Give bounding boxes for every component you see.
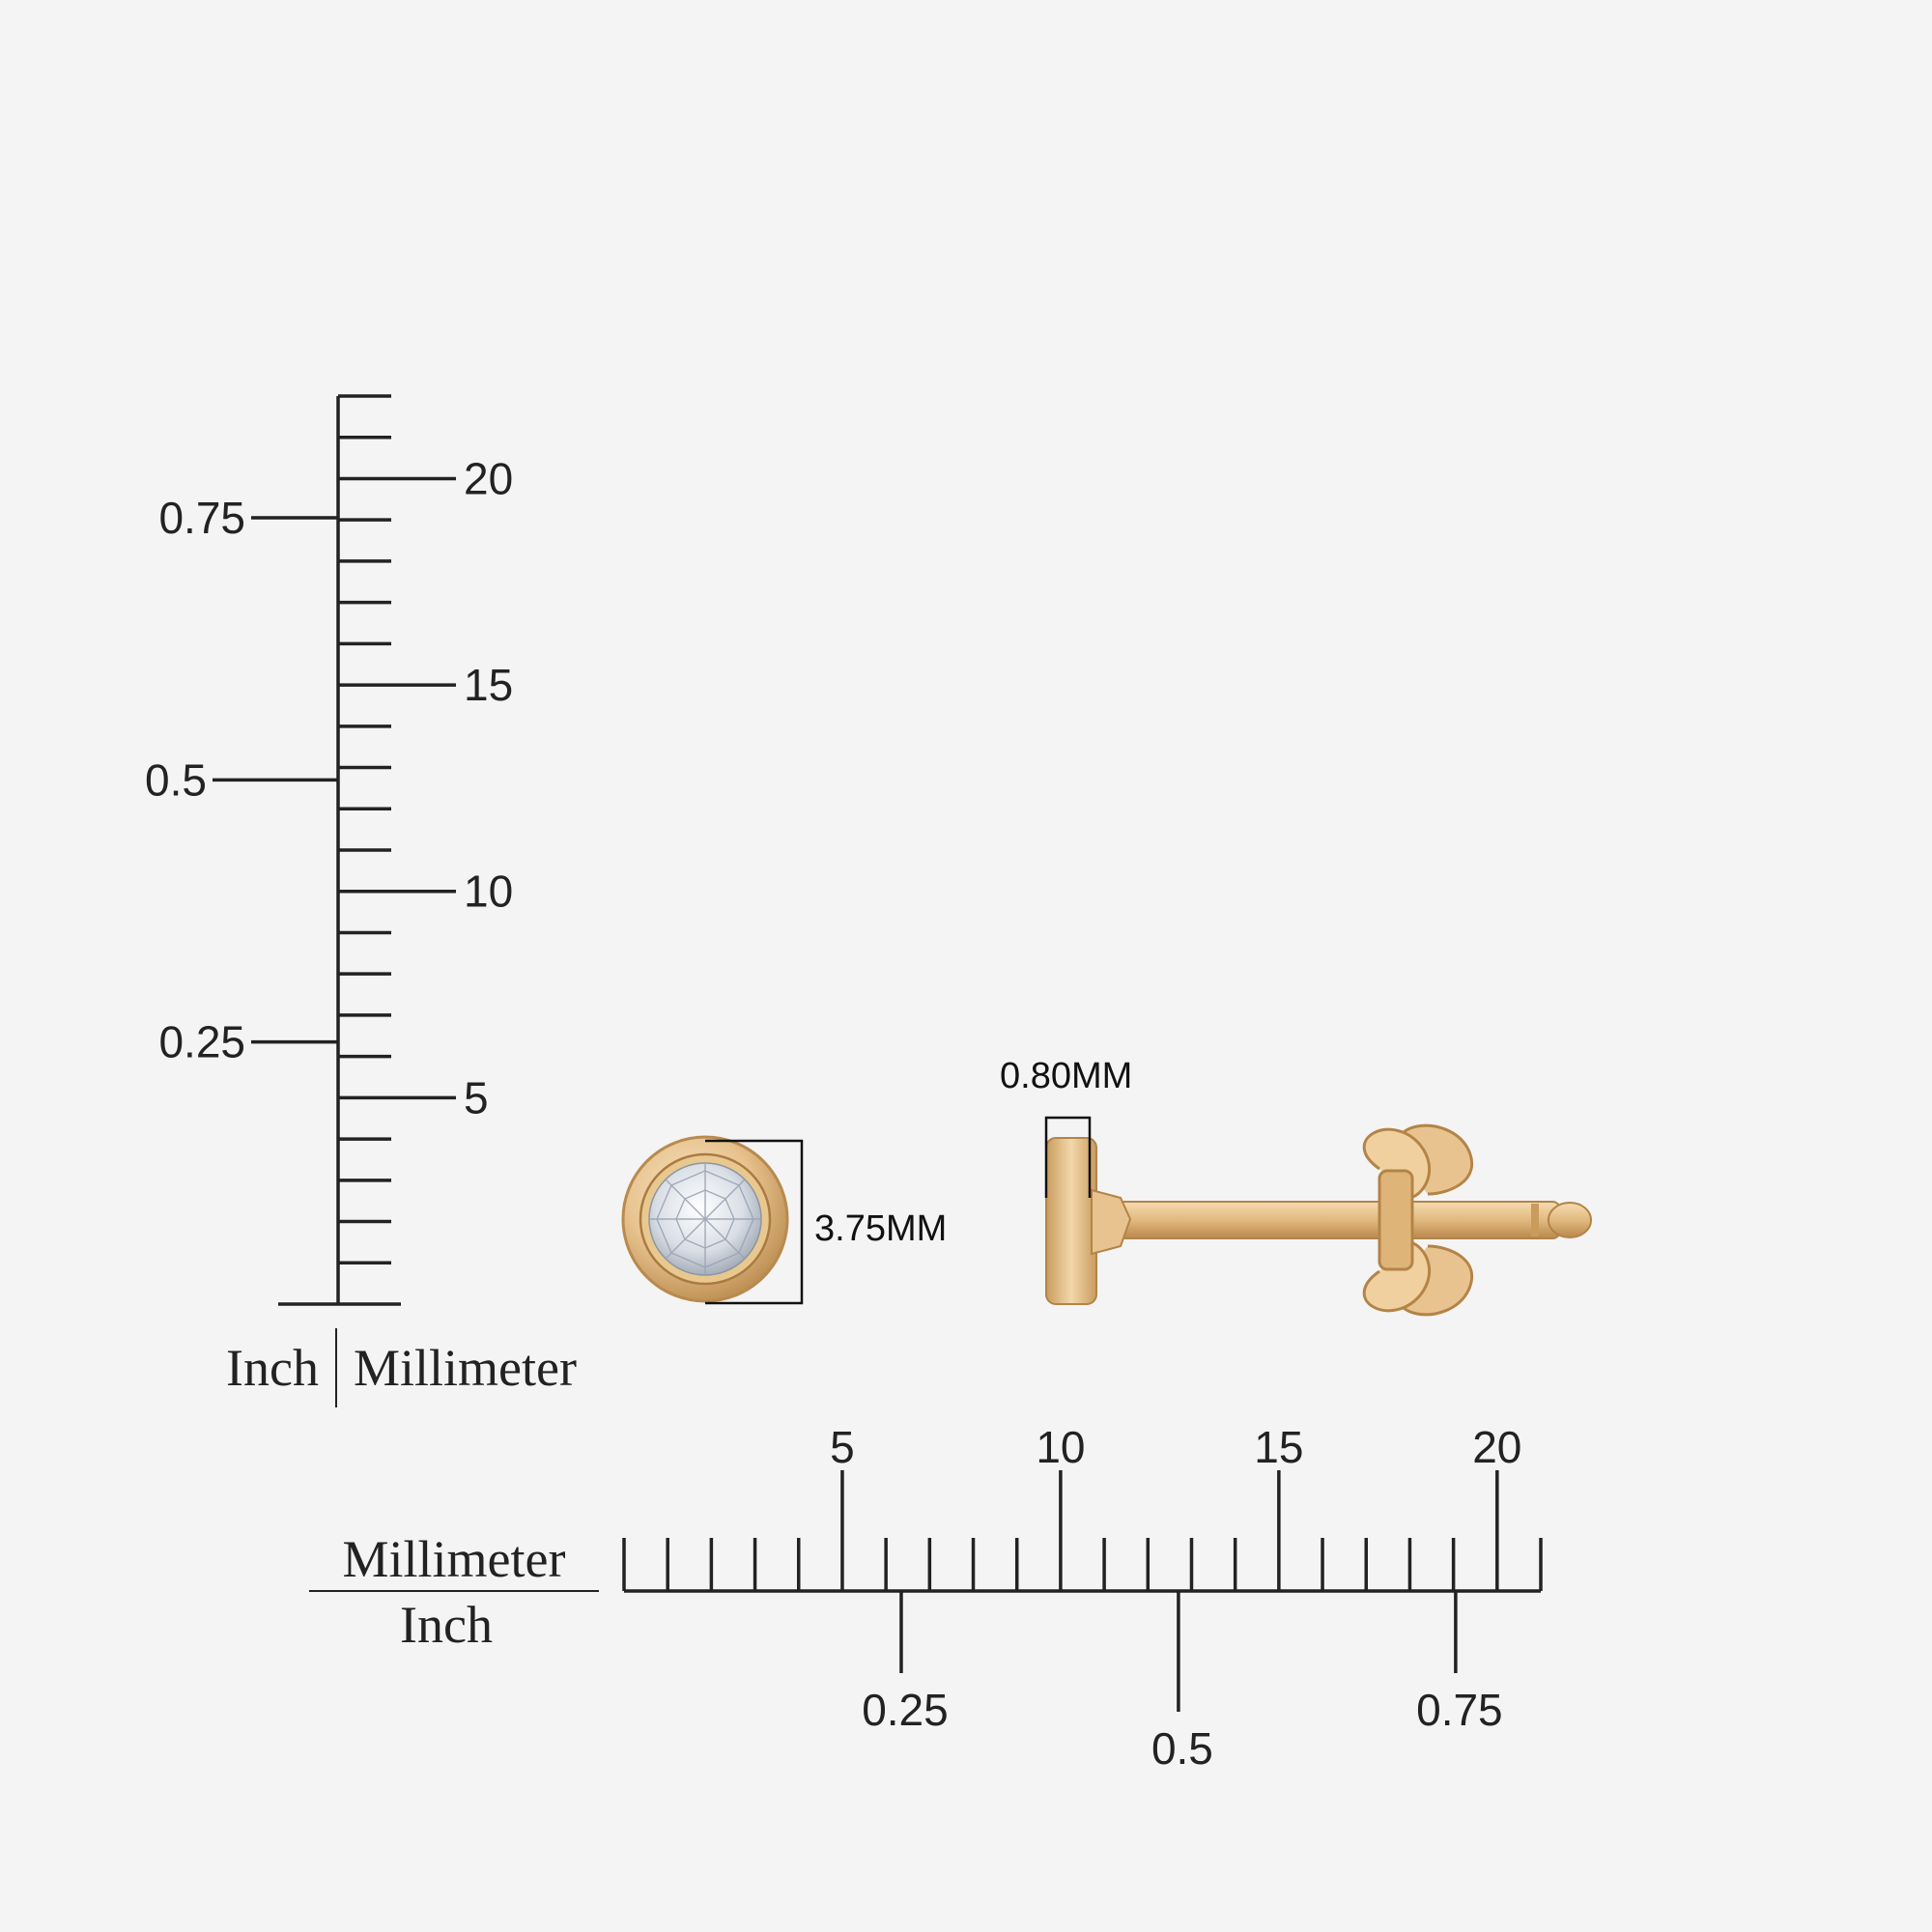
vertical-mm-tick-label: 10	[464, 867, 513, 917]
vertical-inch-tick-label: 0.5	[145, 754, 207, 805]
vertical-mm-tick-label: 5	[464, 1072, 489, 1122]
bezel-collar	[1091, 1188, 1132, 1256]
horizontal-mm-labels: 5 10 15 20	[830, 1422, 1521, 1472]
post-groove	[1531, 1204, 1539, 1236]
horizontal-mm-caption: Millimeter	[343, 1530, 566, 1588]
thickness-label: 0.80MM	[1000, 1056, 1132, 1096]
earring-side-view	[1045, 1123, 1592, 1317]
thickness-bracket	[1044, 1116, 1092, 1198]
vertical-inch-tick-label: 0.75	[158, 493, 245, 543]
horizontal-mm-ticks	[622, 1470, 1543, 1591]
vertical-mm-labels: 5 10 15 20	[464, 453, 513, 1122]
horizontal-mm-tick-label: 5	[830, 1422, 855, 1472]
vertical-inch-labels: 0.25 0.5 0.75	[145, 493, 245, 1067]
vertical-ruler	[213, 394, 456, 1407]
horizontal-mm-tick-label: 20	[1472, 1422, 1521, 1472]
horizontal-inch-tick-label: 0.75	[1416, 1685, 1503, 1735]
horizontal-inch-caption: Inch	[400, 1596, 493, 1654]
earring-back-clutch	[1362, 1123, 1474, 1317]
diamond-facets	[649, 1163, 761, 1275]
horizontal-inch-ticks	[899, 1591, 1458, 1712]
diameter-bracket	[705, 1139, 804, 1305]
vertical-inch-caption: Inch	[226, 1339, 319, 1397]
vertical-mm-tick-label: 20	[464, 453, 513, 503]
vertical-inch-ticks	[213, 516, 338, 1044]
vertical-mm-caption: Millimeter	[354, 1339, 577, 1397]
horizontal-ruler	[309, 1470, 1543, 1712]
post-tip	[1548, 1202, 1592, 1238]
horizontal-inch-tick-label: 0.25	[862, 1685, 949, 1735]
post	[1076, 1201, 1561, 1239]
horizontal-mm-tick-label: 10	[1036, 1422, 1085, 1472]
diameter-label: 3.75MM	[814, 1208, 947, 1249]
horizontal-inch-tick-label: 0.5	[1151, 1723, 1213, 1774]
vertical-inch-tick-label: 0.25	[158, 1017, 245, 1067]
earring-front-view	[621, 1135, 789, 1303]
vertical-mm-ticks	[338, 394, 456, 1265]
horizontal-mm-tick-label: 15	[1254, 1422, 1303, 1472]
horizontal-inch-labels: 0.25 0.5 0.75	[862, 1685, 1502, 1774]
vertical-mm-tick-label: 15	[464, 660, 513, 710]
